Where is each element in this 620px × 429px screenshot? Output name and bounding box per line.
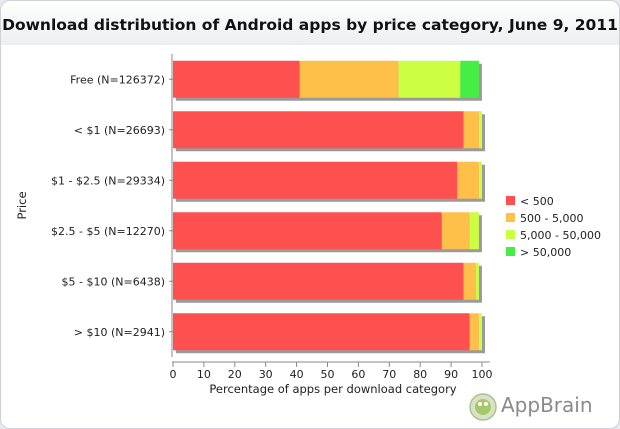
appbrain-logo-text: AppBrain xyxy=(501,393,593,417)
x-tick-label: 40 xyxy=(290,368,304,381)
x-tick-label: 20 xyxy=(228,368,242,381)
x-tick-label: 70 xyxy=(382,368,396,381)
bar-segment-1 xyxy=(173,161,458,199)
y-tick-label: $1 - $2.5 (N=29334) xyxy=(51,174,165,187)
y-tick-label: > $10 (N=2941) xyxy=(74,326,165,339)
bar-segment-4 xyxy=(460,60,479,98)
legend-swatch xyxy=(506,213,515,222)
bar-segment-2 xyxy=(463,111,479,149)
plot-area xyxy=(172,54,491,357)
legend-label: < 500 xyxy=(520,195,554,208)
bar-segment-1 xyxy=(173,313,470,351)
legend-label: 5,000 - 50,000 xyxy=(520,229,601,242)
bar-segment-2 xyxy=(457,161,479,199)
legend-swatch xyxy=(506,230,515,239)
bar-segment-1 xyxy=(173,60,300,98)
bar-segment-3 xyxy=(469,212,479,250)
x-tick-label: 30 xyxy=(259,368,273,381)
bar-segment-1 xyxy=(173,111,464,149)
x-axis-title: Percentage of apps per download category xyxy=(209,382,456,396)
bar-segment-3 xyxy=(478,111,482,149)
x-tick-label: 60 xyxy=(351,368,365,381)
y-tick-label: $5 - $10 (N=6438) xyxy=(62,275,165,288)
bar-segment-2 xyxy=(299,60,399,98)
x-tick-label: 100 xyxy=(472,368,493,381)
x-tick-label: 0 xyxy=(170,368,177,381)
bar-segment-1 xyxy=(173,262,464,300)
bar-segment-3 xyxy=(398,60,461,98)
bar-segment-2 xyxy=(463,262,476,300)
x-tick-label: 50 xyxy=(321,368,335,381)
bar-segment-3 xyxy=(478,313,482,351)
chart-title: Download distribution of Android apps by… xyxy=(1,1,619,45)
bar-segment-3 xyxy=(475,262,479,300)
appbrain-logo-icon xyxy=(469,393,497,421)
appbrain-logo: AppBrain xyxy=(467,391,617,425)
bar-segment-3 xyxy=(478,161,482,199)
y-axis-title: Price xyxy=(15,191,29,219)
bar-segment-2 xyxy=(441,212,470,250)
bar-segment-2 xyxy=(469,313,479,351)
legend-label: > 50,000 xyxy=(520,246,571,259)
legend-swatch xyxy=(506,247,515,256)
legend-label: 500 - 5,000 xyxy=(520,212,583,225)
legend-swatch xyxy=(506,196,515,205)
bar-segment-1 xyxy=(173,212,442,250)
y-tick-label: $2.5 - $5 (N=12270) xyxy=(51,225,165,238)
y-tick-label: Free (N=126372) xyxy=(70,73,165,86)
x-tick-label: 80 xyxy=(413,368,427,381)
y-tick-label: < $1 (N=26693) xyxy=(74,124,165,137)
x-tick-label: 90 xyxy=(444,368,458,381)
x-tick-label: 10 xyxy=(197,368,211,381)
